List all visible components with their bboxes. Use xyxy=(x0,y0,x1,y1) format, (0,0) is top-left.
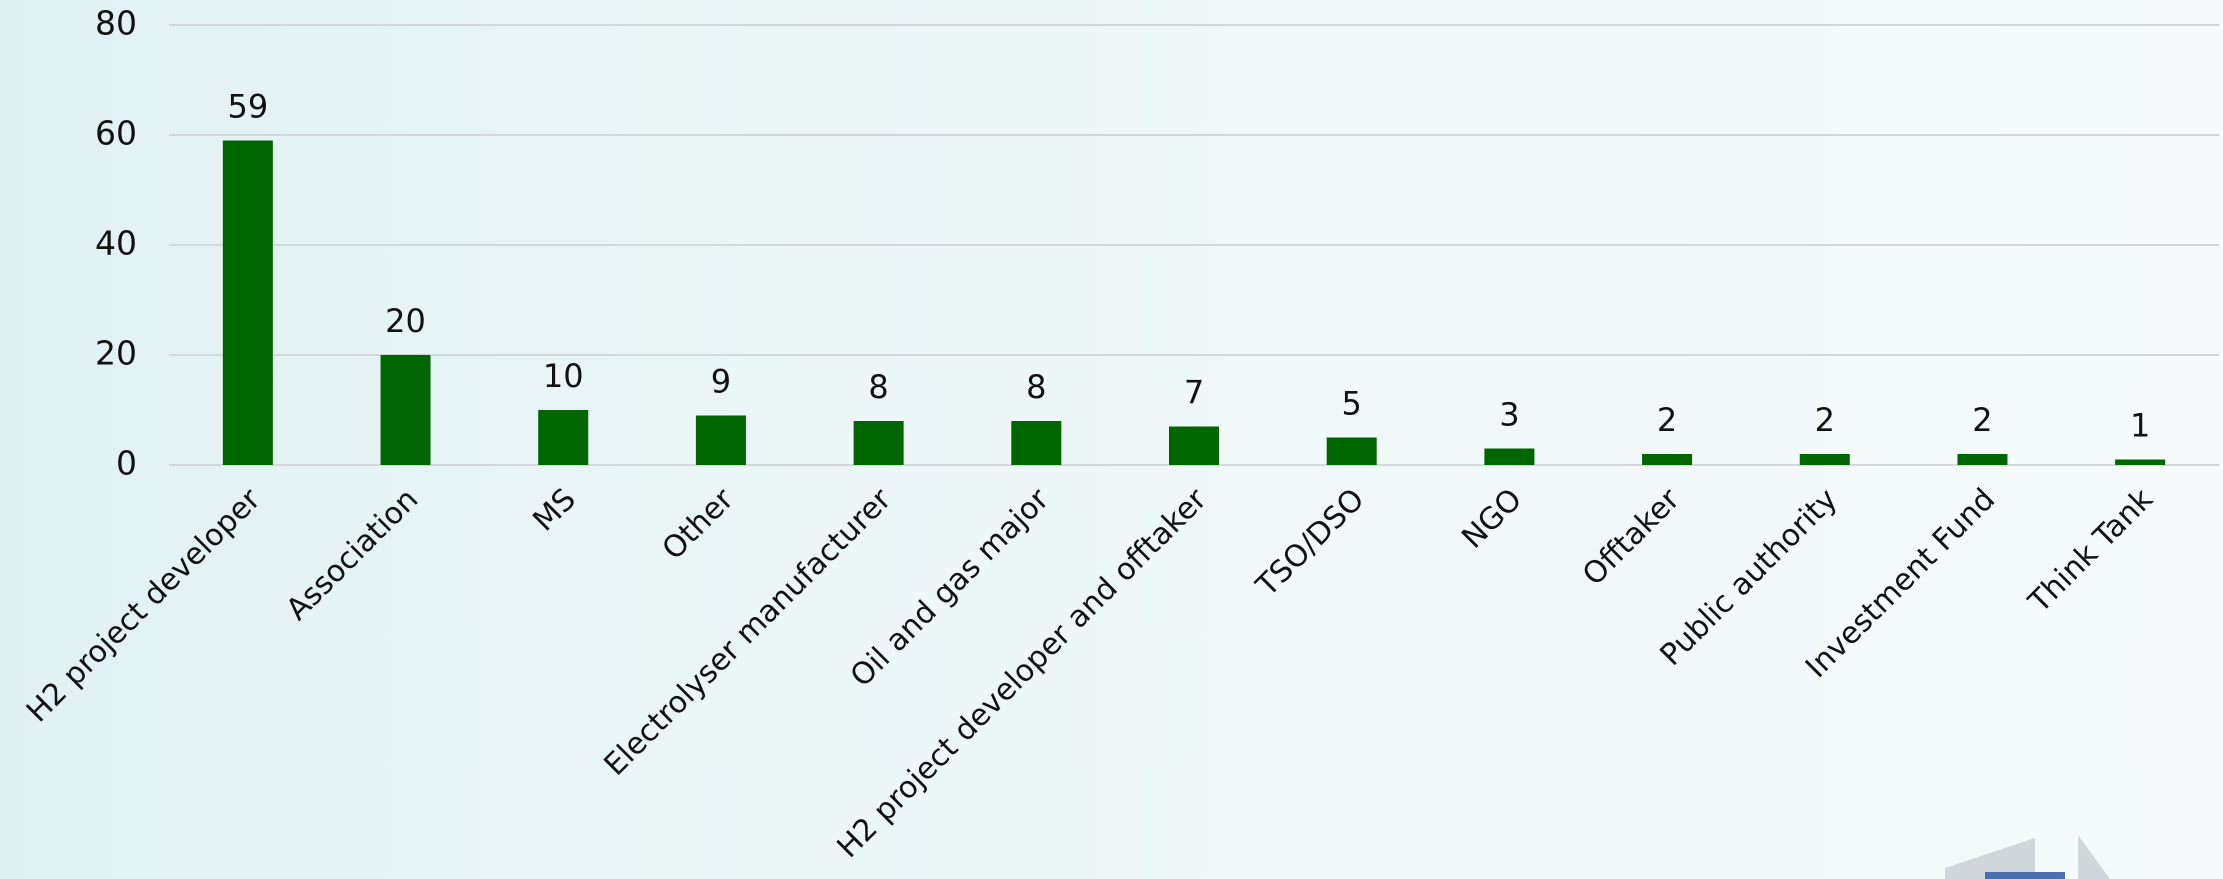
data-label: 2 xyxy=(1815,401,1835,439)
x-tick-label: TSO/DSO xyxy=(1249,482,1371,604)
data-label: 8 xyxy=(1026,368,1046,406)
x-tick-label: Offtaker xyxy=(1576,481,1687,592)
bar xyxy=(1642,454,1693,465)
logo xyxy=(1945,835,2110,879)
bar xyxy=(1326,437,1377,465)
x-tick-label: Electrolyser manufacturer xyxy=(597,481,898,782)
x-tick-label: Think Tank xyxy=(2021,481,2160,620)
y-tick-label: 80 xyxy=(95,4,137,43)
bar xyxy=(1799,454,1850,465)
y-tick-label: 0 xyxy=(116,444,137,483)
data-label: 5 xyxy=(1342,385,1362,423)
data-label: 8 xyxy=(868,368,888,406)
y-tick-label: 20 xyxy=(95,334,137,373)
bar xyxy=(1957,454,2008,465)
data-label: 2 xyxy=(1972,401,1992,439)
bar xyxy=(380,355,431,465)
bar xyxy=(695,415,746,465)
data-label: 10 xyxy=(543,357,584,395)
x-tick-label: Other xyxy=(656,481,741,566)
bar xyxy=(1484,448,1535,465)
bar xyxy=(538,410,589,465)
bar xyxy=(2115,459,2166,465)
data-label: 9 xyxy=(711,363,731,401)
y-tick-label: 40 xyxy=(95,224,137,263)
x-tick-label: H2 project developer xyxy=(20,481,268,729)
data-label: 7 xyxy=(1184,374,1204,412)
bar xyxy=(1011,421,1062,465)
bar xyxy=(853,421,904,465)
bar xyxy=(222,140,273,465)
x-tick-label: MS xyxy=(526,482,583,539)
data-label: 20 xyxy=(385,302,426,340)
data-label: 59 xyxy=(227,88,268,126)
data-label: 2 xyxy=(1657,401,1677,439)
y-tick-label: 60 xyxy=(95,114,137,153)
data-label: 1 xyxy=(2130,407,2150,445)
x-tick-label: NGO xyxy=(1455,482,1529,556)
bar xyxy=(1169,426,1219,465)
data-label: 3 xyxy=(1499,396,1519,434)
x-tick-label: Association xyxy=(280,482,426,628)
